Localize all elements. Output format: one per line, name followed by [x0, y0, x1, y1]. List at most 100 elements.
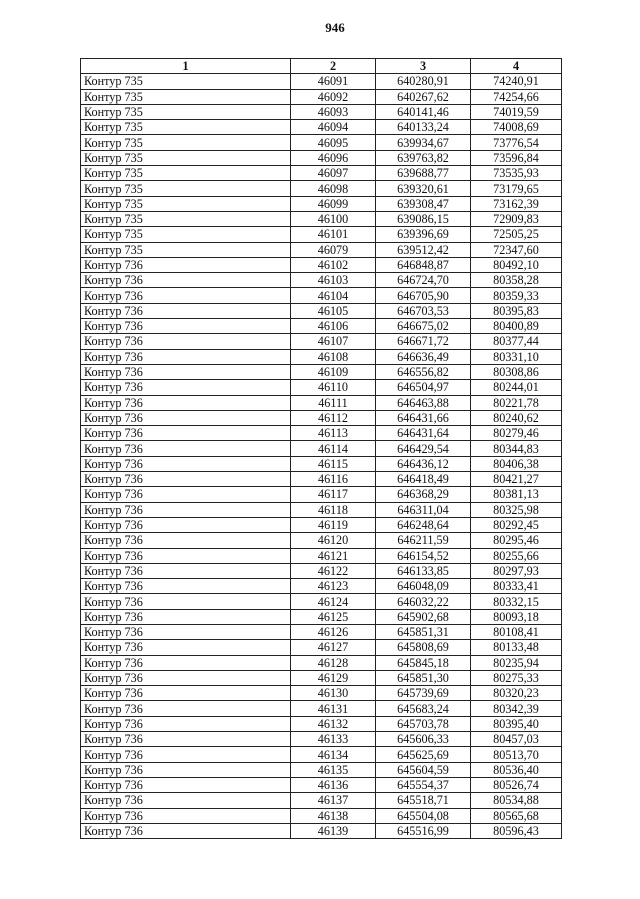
table-row: Контур 735 46091 640280,91 74240,91	[80, 73, 562, 90]
x-coordinate-cell: 645703,78	[375, 715, 471, 733]
contour-cell: Контур 736	[80, 669, 291, 687]
point-number-cell: 46132	[290, 715, 376, 733]
x-coordinate-cell: 645845,18	[375, 654, 471, 671]
y-coordinate-cell: 80244,01	[470, 379, 562, 396]
x-coordinate-cell: 646436,12	[375, 455, 471, 473]
point-number-cell: 46103	[290, 272, 376, 289]
contour-cell: Контур 736	[80, 761, 291, 778]
contour-cell: Контур 736	[80, 578, 291, 595]
table-row: Контур 735 46098 639320,61 73179,65	[80, 180, 562, 197]
table-row: Контур 735 46100 639086,15 72909,83	[80, 210, 562, 228]
y-coordinate-cell: 80534,88	[470, 792, 562, 809]
x-coordinate-cell: 646671,72	[375, 333, 471, 350]
point-number-cell: 46138	[290, 807, 376, 824]
contour-cell: Контур 736	[80, 654, 291, 671]
table-row: Контур 736 46129 645851,30 80275,33	[80, 669, 562, 687]
contour-cell: Контур 736	[80, 486, 291, 503]
x-coordinate-cell: 639688,77	[375, 165, 471, 182]
contour-cell: Контур 735	[80, 73, 291, 90]
table-row: Контур 736 46118 646311,04 80325,98	[80, 501, 562, 518]
y-coordinate-cell: 80536,40	[470, 761, 562, 778]
contour-cell: Контур 735	[80, 119, 291, 136]
y-coordinate-cell: 80400,89	[470, 318, 562, 335]
x-coordinate-cell: 640280,91	[375, 73, 471, 90]
contour-cell: Контур 736	[80, 608, 291, 625]
table-row: Контур 735 46094 640133,24 74008,69	[80, 119, 562, 136]
y-coordinate-cell: 80395,40	[470, 715, 562, 733]
table-row: Контур 735 46092 640267,62 74254,66	[80, 88, 562, 105]
table-row: Контур 736 46121 646154,52 80255,66	[80, 547, 562, 564]
y-coordinate-cell: 80221,78	[470, 394, 562, 411]
table-row: Контур 736 46120 646211,59 80295,46	[80, 532, 562, 549]
contour-cell: Контур 735	[80, 180, 291, 197]
table-row: Контур 736 46137 645518,71 80534,88	[80, 792, 562, 809]
y-coordinate-cell: 80325,98	[470, 501, 562, 518]
contour-cell: Контур 736	[80, 302, 291, 320]
table-row: Контур 736 46131 645683,24 80342,39	[80, 700, 562, 717]
point-number-cell: 46093	[290, 103, 376, 121]
y-coordinate-cell: 73162,39	[470, 195, 562, 212]
y-coordinate-cell: 80358,28	[470, 272, 562, 289]
point-number-cell: 46098	[290, 180, 376, 197]
point-number-cell: 46130	[290, 685, 376, 702]
x-coordinate-cell: 646703,53	[375, 302, 471, 320]
point-number-cell: 46092	[290, 88, 376, 105]
x-coordinate-cell: 646431,64	[375, 425, 471, 442]
table-row: Контур 735 46079 639512,42 72347,60	[80, 241, 562, 258]
table-row: Контур 736 46130 645739,69 80320,23	[80, 685, 562, 702]
point-number-cell: 46122	[290, 562, 376, 580]
contour-cell: Контур 736	[80, 562, 291, 580]
y-coordinate-cell: 74008,69	[470, 119, 562, 136]
contour-cell: Контур 736	[80, 547, 291, 564]
point-number-cell: 46120	[290, 532, 376, 549]
x-coordinate-cell: 646211,59	[375, 532, 471, 549]
table-row: Контур 735 46093 640141,46 74019,59	[80, 103, 562, 121]
table-row: Контур 736 46123 646048,09 80333,41	[80, 578, 562, 595]
y-coordinate-cell: 74240,91	[470, 73, 562, 90]
x-coordinate-cell: 639512,42	[375, 241, 471, 258]
column-header: 3	[375, 57, 471, 75]
table-row: Контур 736 46115 646436,12 80406,38	[80, 455, 562, 473]
x-coordinate-cell: 639396,69	[375, 226, 471, 243]
table-row: Контур 736 46106 646675,02 80400,89	[80, 318, 562, 335]
table-row: Контур 736 46128 645845,18 80235,94	[80, 654, 562, 671]
y-coordinate-cell: 73776,54	[470, 134, 562, 151]
point-number-cell: 46139	[290, 822, 376, 840]
contour-cell: Контур 736	[80, 287, 291, 304]
y-coordinate-cell: 80395,83	[470, 302, 562, 320]
contour-cell: Контур 735	[80, 210, 291, 228]
x-coordinate-cell: 645518,71	[375, 792, 471, 809]
y-coordinate-cell: 80331,10	[470, 348, 562, 365]
point-number-cell: 46104	[290, 287, 376, 304]
point-number-cell: 46134	[290, 746, 376, 763]
x-coordinate-cell: 639086,15	[375, 210, 471, 228]
x-coordinate-cell: 639763,82	[375, 149, 471, 167]
x-coordinate-cell: 640141,46	[375, 103, 471, 121]
y-coordinate-cell: 80275,33	[470, 669, 562, 687]
contour-cell: Контур 736	[80, 731, 291, 748]
page-number: 946	[325, 20, 345, 35]
table-row: Контур 735 46101 639396,69 72505,25	[80, 226, 562, 243]
table-row: Контур 736 46127 645808,69 80133,48	[80, 639, 562, 656]
x-coordinate-cell: 640267,62	[375, 88, 471, 105]
table-row: Контур 735 46096 639763,82 73596,84	[80, 149, 562, 167]
contour-cell: Контур 735	[80, 241, 291, 258]
y-coordinate-cell: 80565,68	[470, 807, 562, 824]
x-coordinate-cell: 645902,68	[375, 608, 471, 625]
point-number-cell: 46113	[290, 425, 376, 442]
x-coordinate-cell: 646724,70	[375, 272, 471, 289]
contour-cell: Контур 736	[80, 532, 291, 549]
table-row: Контур 736 46113 646431,64 80279,46	[80, 425, 562, 442]
y-coordinate-cell: 80492,10	[470, 256, 562, 274]
point-number-cell: 46119	[290, 516, 376, 534]
y-coordinate-cell: 80333,41	[470, 578, 562, 595]
point-number-cell: 46115	[290, 455, 376, 473]
point-number-cell: 46123	[290, 578, 376, 595]
contour-cell: Контур 736	[80, 471, 291, 488]
column-header: 2	[290, 57, 376, 75]
y-coordinate-cell: 72909,83	[470, 210, 562, 228]
table-header-row: 1 2 3 4	[80, 57, 562, 75]
y-coordinate-cell: 80240,62	[470, 409, 562, 427]
table-row: Контур 736 46110 646504,97 80244,01	[80, 379, 562, 396]
x-coordinate-cell: 645851,30	[375, 669, 471, 687]
